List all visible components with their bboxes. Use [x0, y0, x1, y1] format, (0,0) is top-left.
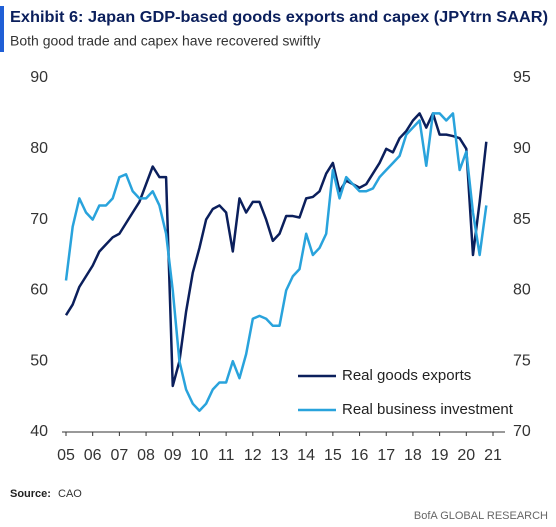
y2-tick-label: 90	[513, 140, 531, 157]
y2-tick-label: 80	[513, 282, 531, 299]
y-tick-label: 40	[30, 423, 48, 440]
x-tick-label: 18	[404, 447, 422, 464]
x-tick-label: 12	[244, 447, 262, 464]
y-tick-label: 80	[30, 140, 48, 157]
y2-tick-label: 75	[513, 352, 531, 369]
legend-label: Real goods exports	[342, 367, 471, 384]
y2-tick-label: 70	[513, 423, 531, 440]
series-line	[64, 112, 488, 413]
x-tick-label: 19	[431, 447, 449, 464]
x-tick-label: 10	[191, 447, 209, 464]
series-line	[64, 112, 488, 388]
y2-tick-label: 95	[513, 69, 531, 86]
x-tick-label: 13	[271, 447, 289, 464]
y-tick-label: 90	[30, 69, 48, 86]
x-tick-label: 09	[164, 447, 182, 464]
x-tick-label: 16	[351, 447, 369, 464]
x-tick-label: 20	[457, 447, 475, 464]
brand: BofA GLOBAL RESEARCH	[414, 510, 548, 522]
chart-subtitle: Both good trade and capex have recovered…	[10, 33, 321, 49]
x-tick-label: 14	[297, 447, 315, 464]
y2-tick-label: 85	[513, 211, 531, 228]
x-tick-label: 06	[84, 447, 102, 464]
accent-bar	[0, 6, 4, 52]
x-tick-label: 17	[377, 447, 395, 464]
y-tick-label: 50	[30, 352, 48, 369]
x-tick-label: 11	[218, 447, 235, 464]
x-tick-label: 08	[137, 447, 155, 464]
source: CAO	[58, 488, 82, 500]
y-tick-label: 70	[30, 211, 48, 228]
source-label: Source:	[10, 488, 51, 500]
legend-label: Real business investment	[342, 401, 514, 418]
x-tick-label: 15	[324, 447, 342, 464]
chart-title: Exhibit 6: Japan GDP-based goods exports…	[10, 9, 548, 26]
x-tick-label: 07	[110, 447, 128, 464]
y-tick-label: 60	[30, 282, 48, 299]
x-tick-label: 05	[57, 447, 75, 464]
x-tick-label: 21	[484, 447, 502, 464]
